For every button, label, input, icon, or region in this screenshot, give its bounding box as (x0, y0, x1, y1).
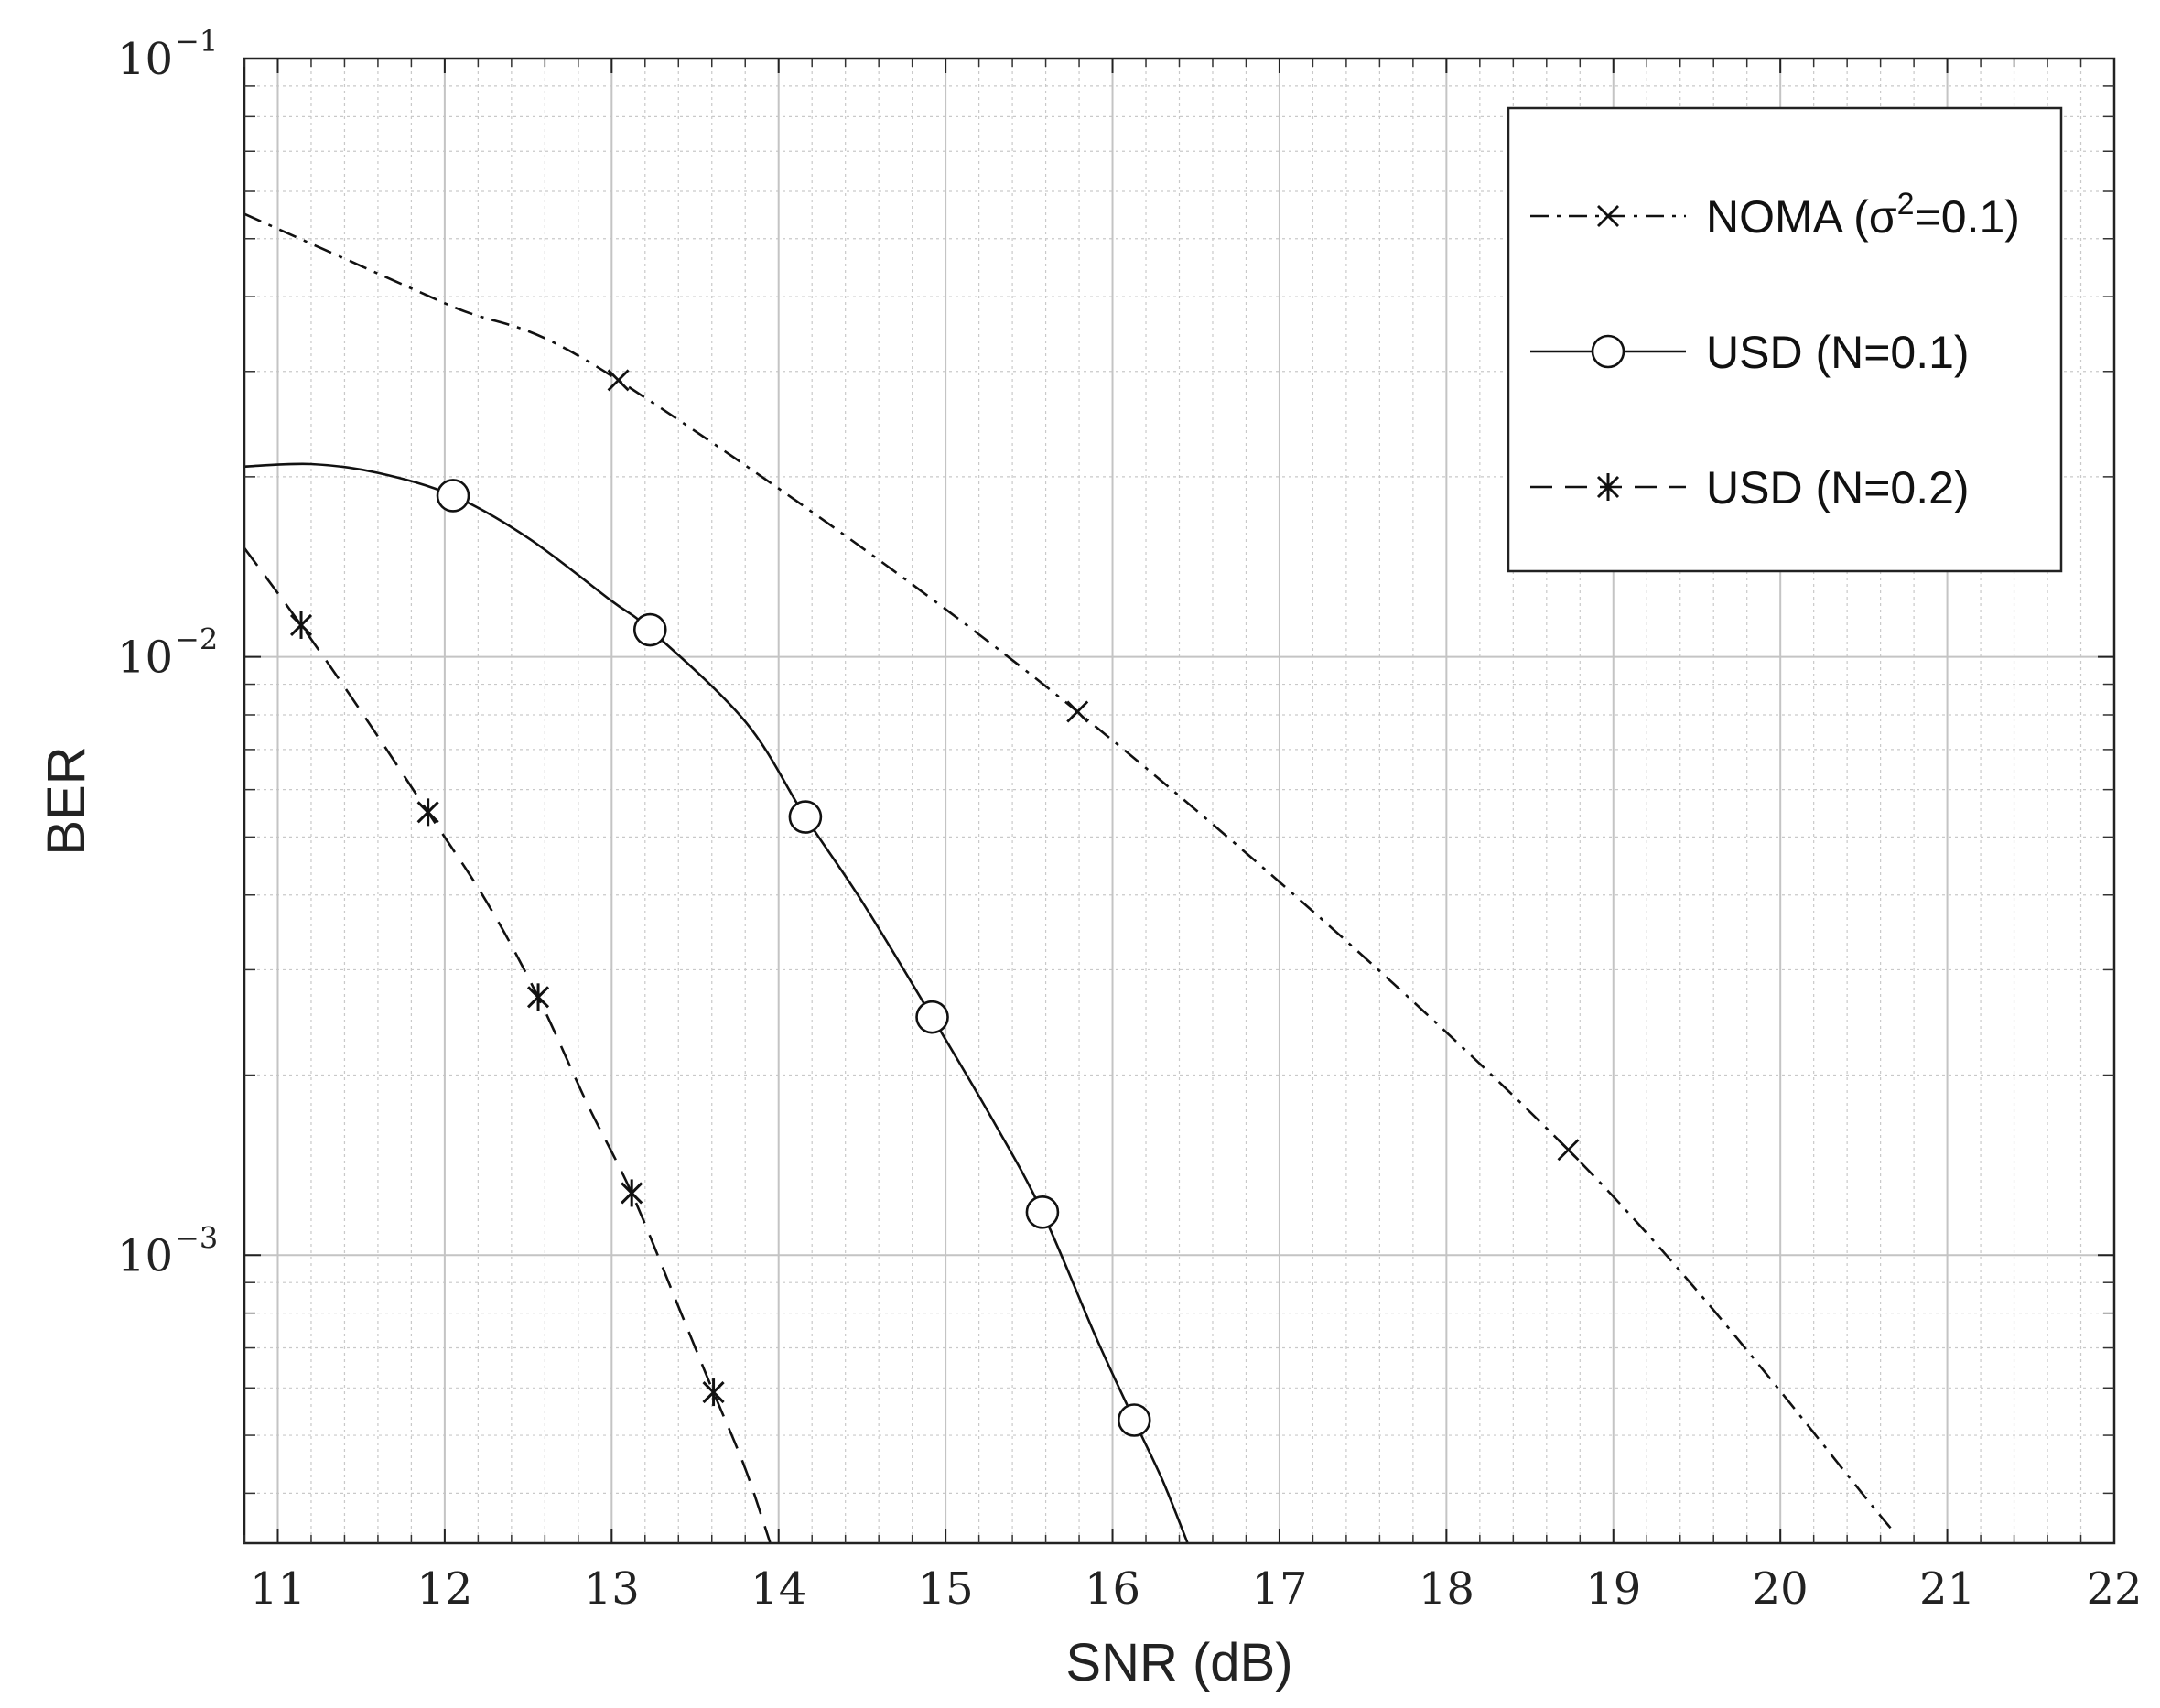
legend: NOMA (σ2=0.1) USD (N=0.1) USD (N=0.2) (1507, 106, 2063, 573)
y-tick-exponent: −1 (175, 24, 218, 59)
legend-label: NOMA (σ2=0.1) (1706, 187, 2020, 243)
y-tick-label: 10 −1 (117, 24, 218, 85)
legend-label-superscript: 2 (1897, 187, 1915, 222)
legend-entry: USD (N=0.2) (1530, 462, 1970, 513)
x-tick-label: 19 (1585, 1563, 1641, 1615)
series-1 (244, 212, 1892, 1530)
y-tick-base: 10 (117, 34, 173, 85)
data-point-marker (788, 800, 823, 834)
legend-label: USD (N=0.1) (1706, 327, 1970, 378)
series-layer (244, 212, 1892, 1543)
legend-label: USD (N=0.2) (1706, 462, 1970, 513)
data-point-marker (1557, 1139, 1580, 1162)
x-tick-label: 17 (1251, 1563, 1307, 1615)
data-point-marker (632, 612, 667, 647)
x-tick-label: 13 (584, 1563, 640, 1615)
y-tick-label: 10 −2 (117, 622, 218, 684)
data-point-marker (289, 611, 313, 639)
y-tick-exponent: −2 (175, 622, 218, 657)
data-point-marker (436, 479, 470, 513)
x-tick-label: 14 (751, 1563, 806, 1615)
series-2 (244, 462, 1189, 1543)
legend-label-text: USD (N=0.1) (1706, 327, 1970, 378)
data-point-marker (526, 983, 550, 1011)
x-tick-label: 12 (416, 1563, 472, 1615)
y-axis-title: BER (37, 746, 96, 855)
series-line (244, 462, 1189, 1543)
y-tick-labels: 10−110−210−3 (117, 24, 218, 1281)
legend-entry: USD (N=0.1) (1530, 327, 1970, 378)
legend-label-text: USD (N=0.2) (1706, 462, 1970, 513)
x-tick-label: 22 (2086, 1563, 2142, 1615)
x-tick-label: 18 (1419, 1563, 1474, 1615)
y-tick-base: 10 (117, 632, 173, 684)
legend-label-suffix: =0.1) (1915, 191, 2020, 243)
legend-marker (1596, 473, 1620, 501)
x-axis-title: SNR (dB) (1065, 1633, 1292, 1692)
x-tick-labels: 11 12 13 14 15 16 17 18 19 20 21 22 (250, 1563, 2143, 1615)
legend-entry: NOMA (σ2=0.1) (1530, 187, 2020, 243)
series-3 (244, 547, 772, 1543)
data-point-marker (1117, 1403, 1151, 1437)
y-tick-label: 10 −3 (117, 1220, 218, 1281)
axis-ticks (243, 58, 2115, 1543)
legend-marker (1597, 205, 1619, 227)
data-point-marker (607, 369, 630, 392)
y-tick-base: 10 (117, 1230, 173, 1281)
data-point-marker (621, 1179, 643, 1207)
x-tick-label: 16 (1085, 1563, 1140, 1615)
x-tick-label: 15 (918, 1563, 974, 1615)
x-tick-label: 11 (250, 1563, 306, 1615)
legend-marker (1591, 334, 1625, 369)
data-point-marker (1025, 1195, 1060, 1229)
data-point-marker (915, 1000, 949, 1034)
x-tick-label: 20 (1753, 1563, 1809, 1615)
data-point-marker (702, 1378, 725, 1407)
y-tick-exponent: −3 (175, 1220, 218, 1255)
series-line (244, 547, 772, 1543)
legend-label-text: NOMA (σ (1706, 191, 1897, 243)
x-tick-label: 21 (1919, 1563, 1975, 1615)
data-point-marker (416, 798, 439, 827)
series-line (244, 212, 1892, 1530)
data-point-marker (1066, 700, 1089, 723)
